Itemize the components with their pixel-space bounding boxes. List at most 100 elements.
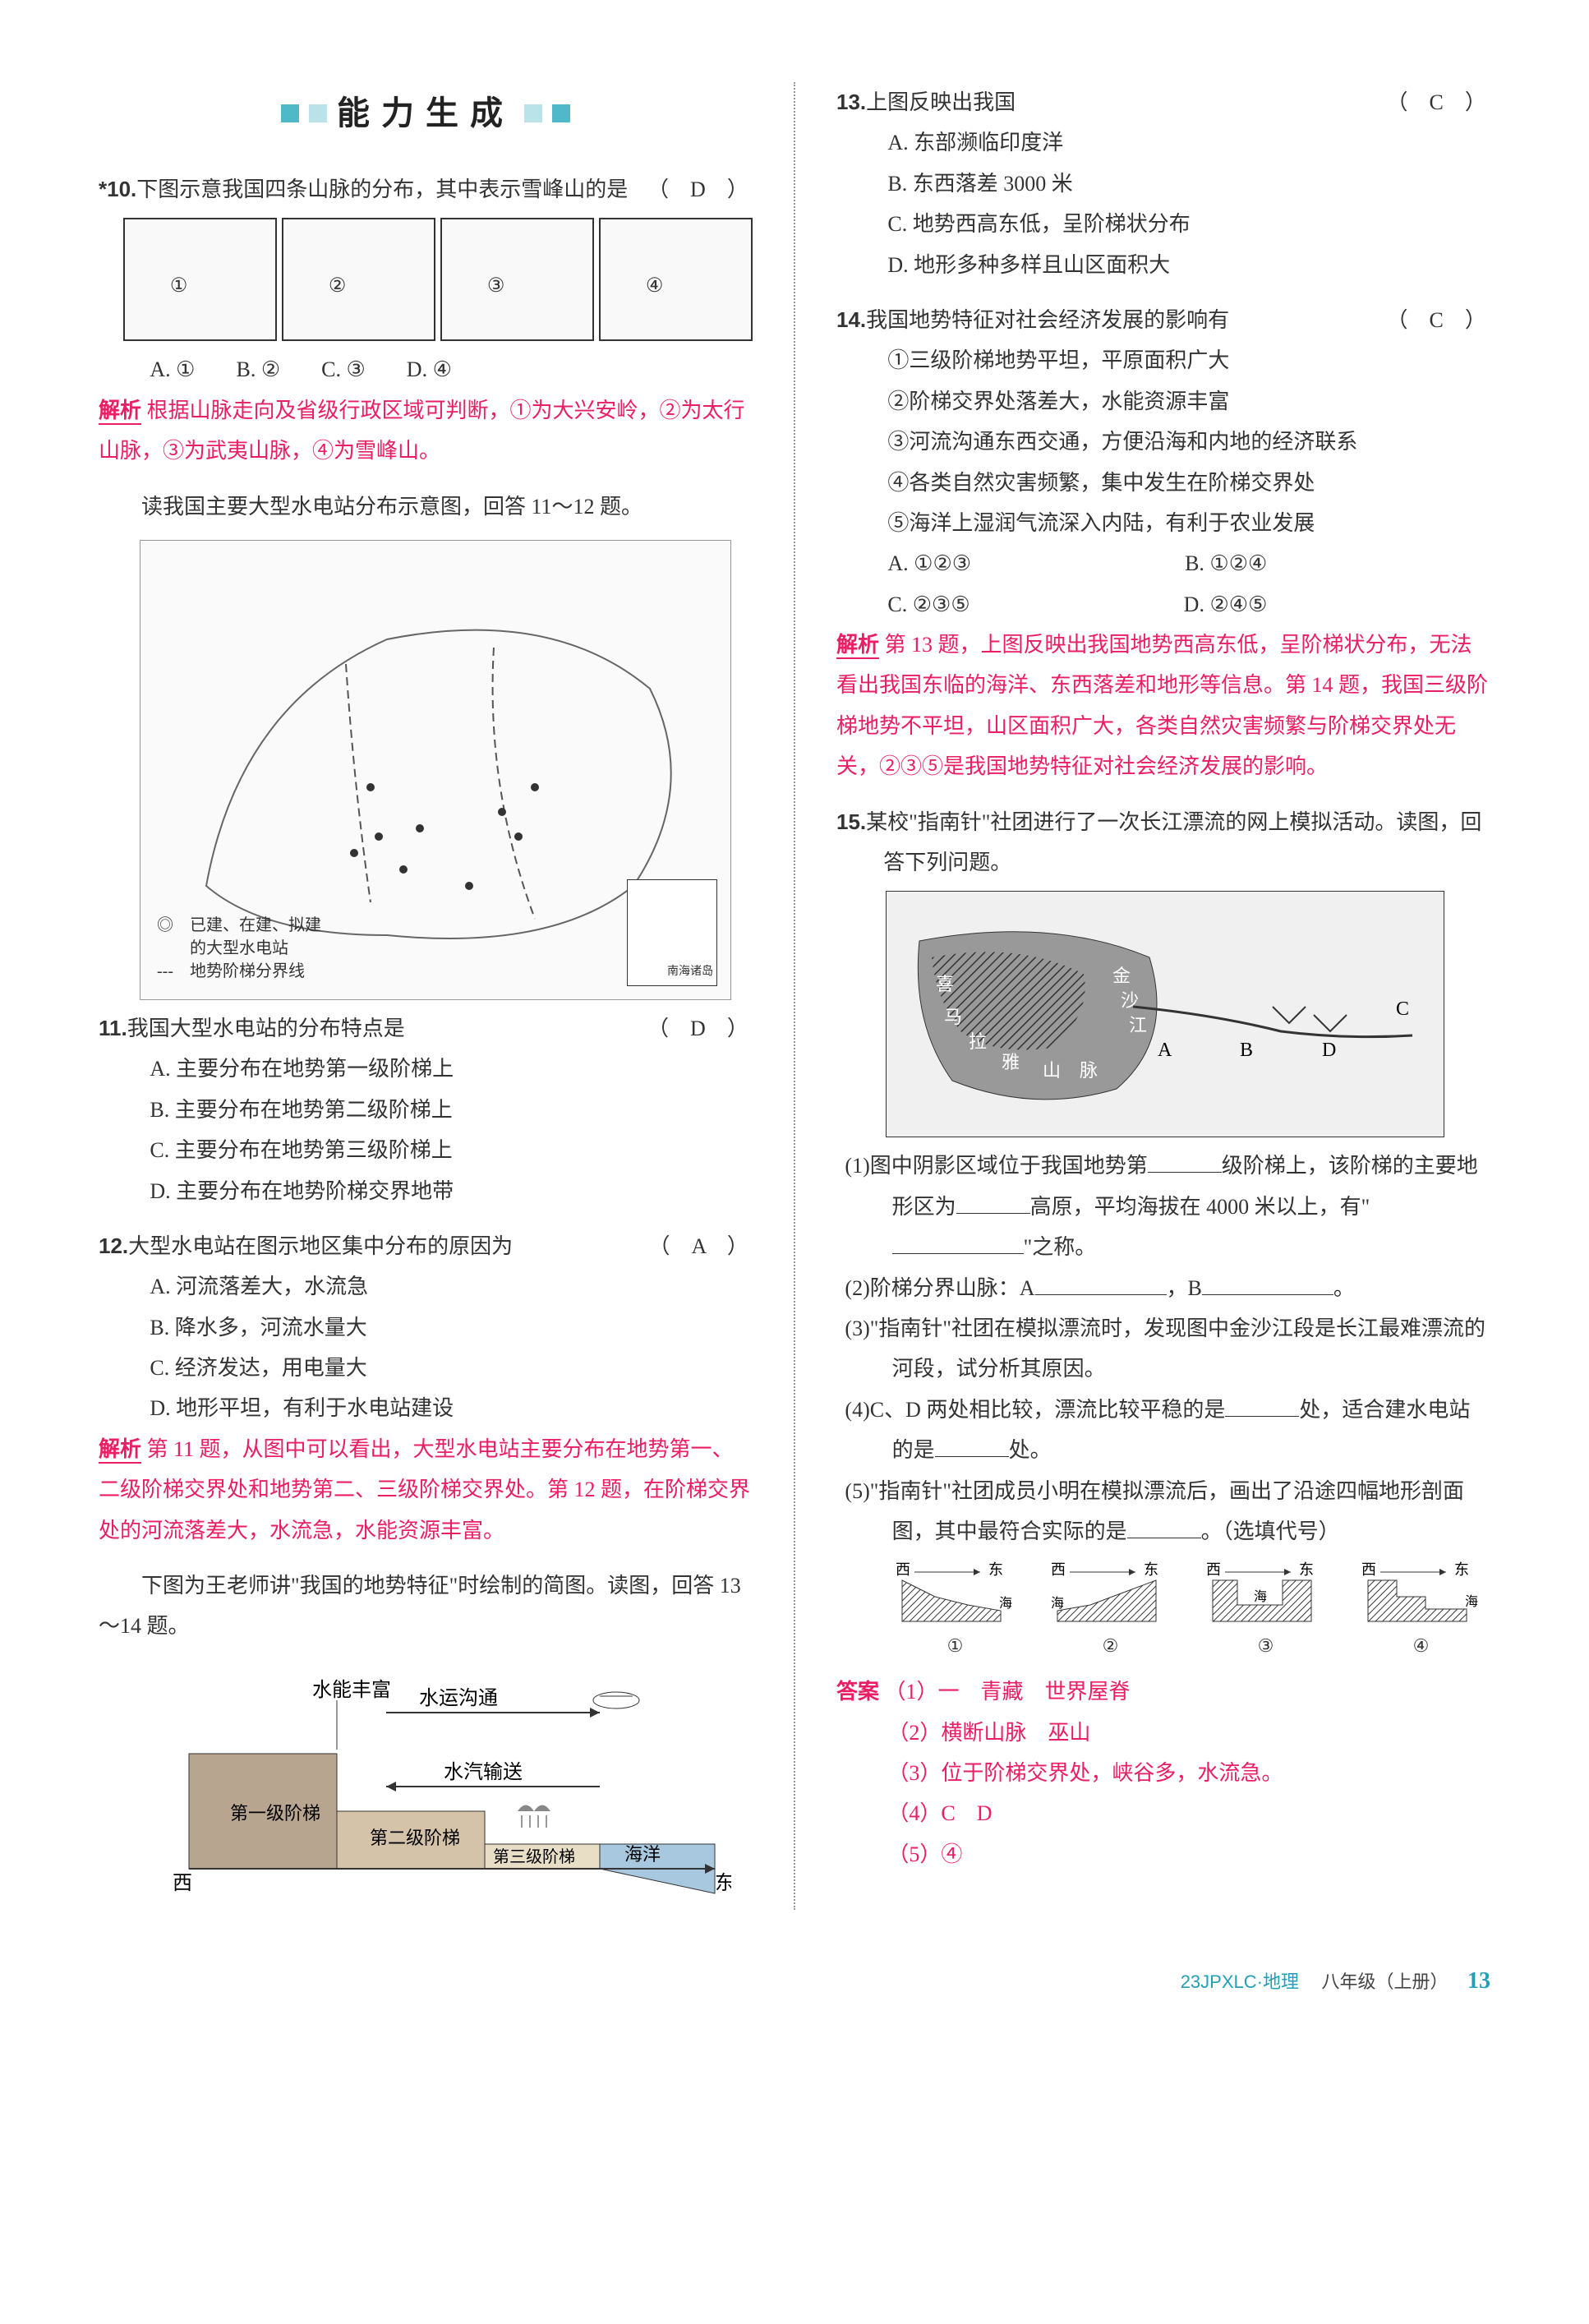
answer-blank: （ C ） <box>1434 82 1490 122</box>
fill-blank <box>1148 1151 1222 1173</box>
svg-text:西: 西 <box>1051 1561 1066 1578</box>
option: C. 经济发达，用电量大 <box>150 1348 753 1388</box>
option: D. ②④⑤ <box>1184 584 1268 625</box>
svg-text:D: D <box>1322 1040 1336 1061</box>
sub-text: ，B <box>1167 1276 1202 1300</box>
svg-text:东: 东 <box>988 1561 1003 1578</box>
map-label: ③ <box>487 268 505 306</box>
answer-blank: （ A ） <box>696 1226 753 1266</box>
svg-text:海: 海 <box>1051 1596 1064 1611</box>
page-number: 13 <box>1467 1968 1490 1994</box>
intro-11-12: 读我国主要大型水电站分布示意图，回答 11～12 题。 <box>99 486 753 527</box>
map-thumbnails: ① ② ③ ④ <box>123 218 753 341</box>
question-stem: 上图反映出我国 <box>866 90 1016 114</box>
sub-text: (2)阶梯分界山脉：A <box>845 1276 1034 1300</box>
yangtze-map: 喜 马 拉 雅 山 脉 金 沙 江 A B C D <box>886 891 1444 1137</box>
svg-text:水汽输送: 水汽输送 <box>444 1761 523 1783</box>
question-13: 13.上图反映出我国 （ C ） A. 东部濒临印度洋 B. 东西落差 3000… <box>836 82 1490 285</box>
question-number: 13. <box>836 90 866 114</box>
sub-question-2: (2)阶梯分界山脉：A ，B 。 <box>836 1268 1490 1308</box>
answer-line: （3）位于阶梯交界处，峡谷多，水流急。 <box>836 1753 1490 1793</box>
page-footer: 23JPXLC·地理 八年级（上册） 13 <box>99 1959 1490 2003</box>
svg-text:第二级阶梯: 第二级阶梯 <box>370 1828 460 1848</box>
profile-label: ① <box>886 1629 1025 1663</box>
legend-text: 地势阶梯分界线 <box>190 962 305 980</box>
explanation-text: 第 11 题，从图中可以看出，大型水电站主要分布在地势第一、二级阶梯交界处和地势… <box>99 1437 750 1542</box>
yangtze-svg: 喜 马 拉 雅 山 脉 金 沙 江 A B C D <box>887 892 1445 1138</box>
svg-text:海: 海 <box>1254 1589 1267 1604</box>
svg-text:西: 西 <box>1361 1561 1376 1578</box>
profile-1: 西 东 海 ① <box>886 1560 1025 1663</box>
sub-question-1: (1)图中阴影区域位于我国地势第级阶梯上，该阶梯的主要地形区为高原，平均海拔在 … <box>836 1146 1490 1267</box>
svg-text:雅: 雅 <box>1002 1052 1020 1072</box>
svg-text:东: 东 <box>1454 1561 1469 1578</box>
left-column: 能力生成 *10.下图示意我国四条山脉的分布，其中表示雪峰山的是 （ D ） ①… <box>99 82 753 1910</box>
sub-text: (4)C、D 两处相比较，漂流比较平稳的是 <box>845 1398 1225 1422</box>
option: D. ④ <box>407 349 452 390</box>
question-12: 12.大型水电站在图示地区集中分布的原因为 （ A ） A. 河流落差大，水流急… <box>99 1226 753 1551</box>
option: A. 主要分布在地势第一级阶梯上 <box>150 1049 753 1089</box>
option: A. 河流落差大，水流急 <box>150 1266 753 1307</box>
question-14: 14.我国地势特征对社会经济发展的影响有 （ C ） ①三级阶梯地势平坦，平原面… <box>836 300 1490 787</box>
question-11: 11.我国大型水电站的分布特点是 （ D ） A. 主要分布在地势第一级阶梯上 … <box>99 1008 753 1211</box>
svg-text:东: 东 <box>715 1872 731 1894</box>
sub-question-4: (4)C、D 两处相比较，漂流比较平稳的是处，适合建水电站的是处。 <box>836 1390 1490 1471</box>
terrain-svg: 第一级阶梯 第二级阶梯 第三级阶梯 海洋 西 东 水能丰富 水运沟通 水汽输送 <box>140 1655 731 1902</box>
svg-text:西: 西 <box>173 1873 192 1894</box>
option: A. 东部濒临印度洋 <box>887 122 1490 163</box>
fill-blank <box>956 1192 1030 1214</box>
answer-label: 答案 <box>836 1680 879 1704</box>
svg-text:山: 山 <box>1043 1060 1061 1081</box>
item: ③河流沟通东西交通，方便沿海和内地的经济联系 <box>887 422 1490 462</box>
legend-text: 的大型水电站 <box>190 939 288 957</box>
svg-text:海洋: 海洋 <box>624 1844 661 1865</box>
answers-block: 答案 （1）一 青藏 世界屋脊 （2）横断山脉 巫山 （3）位于阶梯交界处，峡谷… <box>836 1672 1490 1874</box>
terrain-diagram: 第一级阶梯 第二级阶梯 第三级阶梯 海洋 西 东 水能丰富 水运沟通 水汽输送 <box>140 1655 731 1902</box>
answer-line: （2）横断山脉 巫山 <box>836 1713 1490 1753</box>
question-15: 15.某校"指南针"社团进行了一次长江漂流的网上模拟活动。读图，回答下列问题。 … <box>836 802 1490 1874</box>
svg-text:沙: 沙 <box>1121 990 1139 1011</box>
svg-text:水运沟通: 水运沟通 <box>419 1687 498 1709</box>
question-number: 11. <box>99 1016 127 1040</box>
sub-text: 。（选填代号） <box>1201 1519 1340 1543</box>
map-thumb-3: ③ <box>440 218 594 341</box>
item: ①三级阶梯地势平坦，平原面积广大 <box>887 340 1490 380</box>
profile-diagrams: 西 东 海 ① 西 东 海 ② <box>886 1560 1490 1663</box>
question-stem: 下图示意我国四条山脉的分布，其中表示雪峰山的是 <box>136 178 628 201</box>
svg-text:第三级阶梯: 第三级阶梯 <box>493 1847 575 1866</box>
svg-text:西: 西 <box>896 1561 910 1578</box>
svg-text:喜: 喜 <box>936 974 954 994</box>
map-label: ① <box>170 268 188 306</box>
question-10: *10.下图示意我国四条山脉的分布，其中表示雪峰山的是 （ D ） ① ② ③ … <box>99 169 753 472</box>
fill-blank <box>1225 1395 1299 1417</box>
question-stem: 我国地势特征对社会经济发展的影响有 <box>866 308 1229 332</box>
answer-blank: （ C ） <box>1434 300 1490 340</box>
footer-code: 23JPXLC·地理 <box>1181 1971 1299 1992</box>
decor-square <box>524 104 542 122</box>
section-header: 能力生成 <box>99 82 753 145</box>
svg-text:C: C <box>1396 998 1409 1020</box>
map-label: ② <box>329 268 347 306</box>
map-thumb-2: ② <box>282 218 435 341</box>
legend-text: 已建、在建、拟建 <box>190 916 321 934</box>
sub-text: 处。 <box>1009 1438 1052 1462</box>
sub-text: 。 <box>1333 1276 1355 1300</box>
fill-blank <box>935 1436 1009 1457</box>
south-sea-inset: 南海诸岛 <box>627 879 717 986</box>
column-divider <box>794 82 795 1910</box>
decor-square <box>552 104 570 122</box>
profile-label: ② <box>1041 1629 1180 1663</box>
profile-2: 西 东 海 ② <box>1041 1560 1180 1663</box>
option: B. 主要分布在地势第二级阶梯上 <box>150 1090 753 1130</box>
option: A. ①②③ <box>887 543 971 583</box>
question-stem: 某校"指南针"社团进行了一次长江漂流的网上模拟活动。读图，回答下列问题。 <box>866 810 1481 874</box>
options: A. ① B. ② C. ③ D. ④ <box>99 349 753 390</box>
svg-text:拉: 拉 <box>969 1031 987 1052</box>
sub-text: 高原，平均海拔在 4000 米以上，有" <box>1030 1195 1370 1219</box>
option: B. ①②④ <box>1185 543 1267 583</box>
option: B. ② <box>236 349 280 390</box>
option: A. ① <box>150 349 195 390</box>
svg-text:脉: 脉 <box>1080 1060 1098 1081</box>
explanation-label: 解析 <box>836 633 879 659</box>
question-number: 12. <box>99 1233 128 1258</box>
